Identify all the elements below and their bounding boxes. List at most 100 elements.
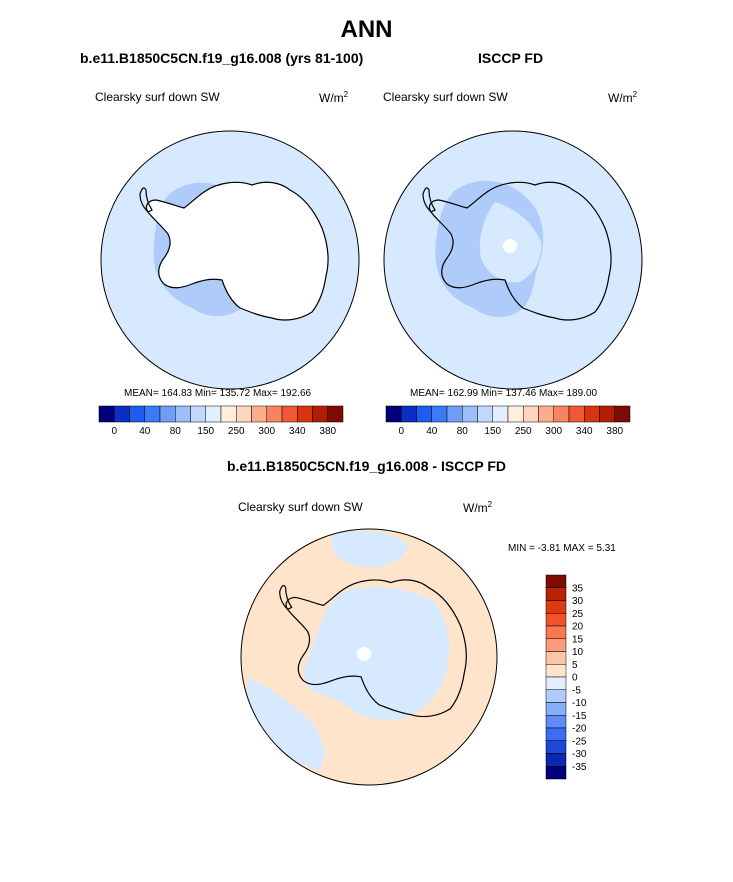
- colorbar-tick-label: 150: [484, 426, 501, 437]
- colorbar-box: [190, 405, 206, 423]
- colorbar-box: [545, 638, 567, 652]
- colorbar-model: 0 40 80 150 250 300 340 380: [98, 405, 344, 437]
- colorbar-box: [144, 405, 161, 423]
- panel-3-title: b.e11.B1850C5CN.f19_g16.008 - ISCCP FD: [226, 458, 507, 474]
- colorbar-tick-label: 0: [572, 673, 578, 684]
- map-fill-group: [384, 131, 642, 389]
- missing-pole-region: [357, 647, 371, 661]
- negative-anomaly-north: [331, 530, 409, 568]
- colorbar-box: [220, 405, 237, 423]
- colorbar-box: [492, 405, 509, 423]
- colorbar-tick-label: 340: [576, 426, 593, 437]
- colorbar-box: [281, 405, 298, 423]
- colorbar-tick-label: -35: [572, 762, 587, 773]
- colorbar-obs: 0 40 80 150 250 300 340 380: [385, 405, 631, 437]
- colorbar-box: [553, 405, 570, 423]
- panel-3-variable: Clearsky surf down SW: [238, 500, 363, 514]
- colorbar-box: [205, 405, 222, 423]
- panel-3-stats: MIN = -3.81 MAX = 5.31: [508, 543, 616, 554]
- colorbar-box: [568, 405, 585, 423]
- colorbar-tick-label: -10: [572, 698, 587, 709]
- colorbar-tick-label: -15: [572, 711, 587, 722]
- colorbar-box: [614, 405, 631, 423]
- colorbar-box: [545, 715, 567, 729]
- panel-1-units: W/m2: [319, 90, 349, 105]
- colorbar-box: [129, 405, 145, 423]
- colorbar-tick-label: 35: [572, 583, 584, 594]
- colorbar-box: [545, 676, 567, 690]
- colorbar-box: [545, 727, 567, 741]
- antarctica-coastline: [285, 579, 467, 718]
- colorbar-box: [523, 405, 539, 423]
- colorbar-tick-label: 40: [139, 426, 151, 437]
- colorbar-box: [545, 625, 567, 639]
- panel-2-title: ISCCP FD: [478, 50, 544, 66]
- panel-2-variable: Clearsky surf down SW: [383, 90, 508, 104]
- colorbar-tick-label: 380: [319, 426, 336, 437]
- peninsula-coastline: [139, 187, 153, 213]
- colorbar-box: [584, 405, 600, 423]
- antarctica-coastline: [145, 181, 329, 321]
- colorbar-box: [545, 600, 567, 614]
- colorbar-box: [114, 405, 130, 423]
- panel-3-units: W/m2: [463, 500, 493, 515]
- colorbar-tick-label: 0: [398, 426, 404, 437]
- map-border: [383, 130, 643, 390]
- map-border: [240, 528, 498, 786]
- plateau-region: [146, 182, 329, 320]
- peninsula-coastline: [279, 584, 293, 611]
- negative-anomaly-sw: [247, 676, 325, 771]
- colorbar-box: [312, 405, 328, 423]
- colorbar-box: [462, 405, 478, 423]
- colorbar-tick-label: 5: [572, 660, 578, 671]
- peninsula-coastline: [422, 187, 436, 213]
- colorbar-box: [545, 740, 567, 754]
- colorbar-tick-label: -5: [572, 685, 581, 696]
- negative-anomaly-region: [304, 587, 449, 720]
- colorbar-box: [385, 405, 402, 423]
- colorbar-box: [401, 405, 417, 423]
- colorbar-box: [545, 587, 567, 601]
- colorbar-box: [545, 766, 567, 780]
- colorbar-box: [446, 405, 463, 423]
- colorbar-box: [477, 405, 493, 423]
- colorbar-tick-label: 15: [572, 634, 584, 645]
- colorbar-box: [545, 753, 567, 767]
- colorbar-tick-label: 380: [606, 426, 623, 437]
- colorbar-box: [251, 405, 267, 423]
- map-model: [100, 130, 360, 390]
- panel-1-stats: MEAN= 164.83 Min= 135.72 Max= 192.66: [124, 388, 312, 399]
- colorbar-tick-label: 25: [572, 609, 584, 620]
- colorbar-tick-label: 300: [545, 426, 562, 437]
- colorbar-tick-label: 20: [572, 622, 584, 633]
- panel-2-stats: MEAN= 162.99 Min= 137.46 Max= 189.00: [410, 388, 598, 399]
- colorbar-tick-label: -20: [572, 724, 587, 735]
- antarctica-coastline: [428, 181, 612, 321]
- colorbar-box: [175, 405, 191, 423]
- colorbar-box: [297, 405, 313, 423]
- colorbar-box: [545, 664, 567, 678]
- colorbar-box: [507, 405, 524, 423]
- colorbar-tick-label: 150: [197, 426, 214, 437]
- colorbar-tick-label: 0: [111, 426, 117, 437]
- panel-2-units: W/m2: [608, 90, 638, 105]
- colorbar-box: [599, 405, 615, 423]
- colorbar-tick-label: 340: [289, 426, 306, 437]
- colorbar-tick-label: 10: [572, 647, 584, 658]
- colorbar-box: [416, 405, 432, 423]
- map-obs: [383, 130, 643, 390]
- colorbar-box: [545, 574, 567, 588]
- map-diff: [240, 528, 498, 786]
- colorbar-tick-label: 300: [258, 426, 275, 437]
- colorbar-box: [98, 405, 115, 423]
- colorbar-tick-label: 250: [228, 426, 245, 437]
- colorbar-tick-label: 30: [572, 596, 584, 607]
- panel-1-variable: Clearsky surf down SW: [95, 90, 220, 104]
- missing-pole-region: [503, 239, 517, 253]
- colorbar-box: [545, 702, 567, 716]
- page-title: ANN: [340, 16, 393, 43]
- colorbar-box: [545, 651, 567, 665]
- colorbar-tick-label: -30: [572, 749, 587, 760]
- map-fill-group: [241, 529, 497, 785]
